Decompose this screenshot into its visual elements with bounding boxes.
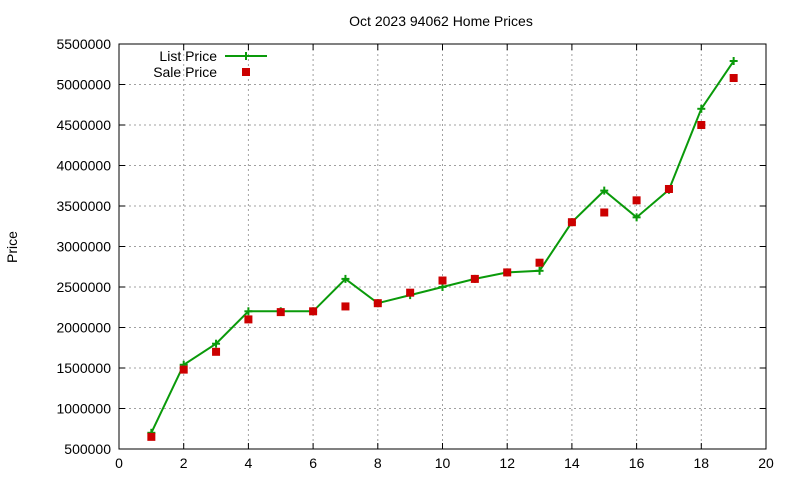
data-point-list-price bbox=[600, 186, 609, 195]
data-point-sale-price bbox=[438, 276, 447, 285]
data-point-list-price bbox=[535, 266, 544, 275]
data-point-sale-price bbox=[535, 258, 544, 267]
x-tick-label: 18 bbox=[694, 455, 710, 471]
data-point-sale-price bbox=[212, 347, 221, 356]
y-tick-label: 1000000 bbox=[56, 401, 111, 417]
data-point-sale-price bbox=[632, 196, 641, 205]
data-point-sale-price bbox=[729, 74, 738, 83]
x-tick-label: 2 bbox=[180, 455, 188, 471]
x-tick-label: 20 bbox=[758, 455, 774, 471]
axes: 0 2 4 6 8 10 12 14 16 18 20 500000 1000000 1500000 200… bbox=[56, 36, 774, 471]
data-point-list-price bbox=[341, 274, 350, 283]
data-point-sale-price bbox=[567, 218, 576, 227]
y-tick-label: 4500000 bbox=[56, 117, 111, 133]
data-point-list-price bbox=[729, 57, 738, 66]
data-point-sale-price bbox=[664, 184, 673, 193]
x-tick-label: 10 bbox=[435, 455, 451, 471]
data-point-sale-price bbox=[309, 307, 318, 316]
data-point-list-price bbox=[632, 213, 641, 222]
y-tick-label: 2000000 bbox=[56, 320, 111, 336]
data-point-sale-price bbox=[341, 302, 350, 311]
y-tick-label: 1500000 bbox=[56, 360, 111, 376]
data-point-list-price bbox=[697, 104, 706, 113]
x-tick-label: 8 bbox=[374, 455, 382, 471]
y-tick-label: 3500000 bbox=[56, 198, 111, 214]
data-point-sale-price bbox=[600, 208, 609, 217]
x-tick-label: 14 bbox=[564, 455, 580, 471]
data-point-sale-price bbox=[179, 365, 188, 374]
x-tick-label: 16 bbox=[629, 455, 645, 471]
y-tick-label: 5500000 bbox=[56, 36, 111, 52]
x-tick-label: 4 bbox=[245, 455, 253, 471]
data-point-sale-price bbox=[244, 315, 253, 324]
y-tick-label: 4000000 bbox=[56, 158, 111, 174]
chart-title: Oct 2023 94062 Home Prices bbox=[349, 13, 533, 29]
legend-label-sale-price: Sale Price bbox=[153, 64, 217, 80]
grid bbox=[119, 44, 766, 449]
y-tick-label: 5000000 bbox=[56, 77, 111, 93]
data-point-sale-price bbox=[470, 274, 479, 283]
data-point-sale-price bbox=[406, 288, 415, 297]
data-point-sale-price bbox=[147, 432, 156, 441]
y-tick-label: 3000000 bbox=[56, 239, 111, 255]
legend-marker-sale-price bbox=[242, 68, 250, 76]
data-point-list-price bbox=[244, 307, 253, 316]
y-axis-label: Price bbox=[4, 231, 20, 263]
data-point-sale-price bbox=[276, 308, 285, 317]
data-point-list-price bbox=[212, 339, 221, 348]
x-tick-label: 6 bbox=[309, 455, 317, 471]
y-tick-label: 500000 bbox=[64, 441, 111, 457]
series-sale-price bbox=[147, 74, 738, 441]
data-point-sale-price bbox=[503, 268, 512, 277]
data-point-sale-price bbox=[373, 299, 382, 308]
series-line-list-price bbox=[150, 60, 735, 434]
x-tick-label: 0 bbox=[115, 455, 123, 471]
x-tick-label: 12 bbox=[499, 455, 515, 471]
series bbox=[147, 57, 738, 441]
y-tick-label: 2500000 bbox=[56, 279, 111, 295]
legend-label-list-price: List Price bbox=[159, 48, 217, 64]
data-point-sale-price bbox=[697, 121, 706, 129]
